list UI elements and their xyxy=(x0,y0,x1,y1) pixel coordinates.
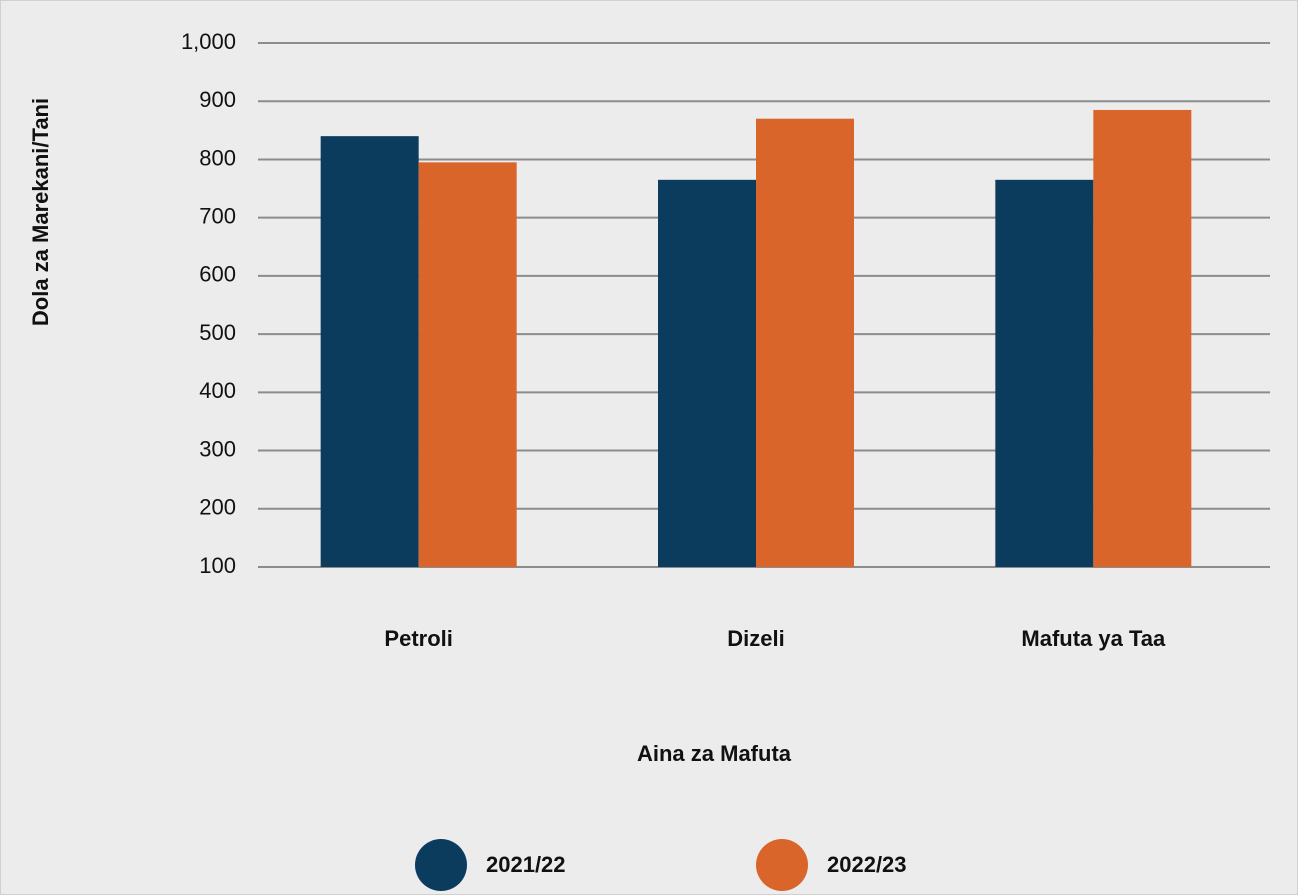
y-tick-label: 600 xyxy=(199,262,236,287)
x-tick-label: Mafuta ya Taa xyxy=(1021,626,1166,651)
bar xyxy=(1093,109,1192,567)
bar xyxy=(320,136,419,567)
y-tick-label: 800 xyxy=(199,145,236,170)
y-tick-label: 400 xyxy=(199,378,236,403)
legend-swatch xyxy=(756,839,808,891)
y-axis-title: Dola za Marekani/Tani xyxy=(28,98,53,326)
x-axis-title: Aina za Mafuta xyxy=(637,741,792,766)
x-tick-label: Petroli xyxy=(384,626,452,651)
legend-swatch xyxy=(415,839,467,891)
y-tick-label: 700 xyxy=(199,203,236,228)
y-tick-label: 100 xyxy=(199,553,236,578)
y-tick-label: 300 xyxy=(199,436,236,461)
bar xyxy=(995,179,1094,568)
legend-label: 2022/23 xyxy=(827,852,907,877)
bar xyxy=(756,118,854,567)
x-tick-label: Dizeli xyxy=(727,626,784,651)
legend-label: 2021/22 xyxy=(486,852,566,877)
bar xyxy=(658,179,756,568)
y-tick-label: 900 xyxy=(199,87,236,112)
y-tick-label: 200 xyxy=(199,495,236,520)
bar xyxy=(418,162,517,567)
y-tick-label: 500 xyxy=(199,320,236,345)
y-tick-label: 1,000 xyxy=(181,29,236,54)
